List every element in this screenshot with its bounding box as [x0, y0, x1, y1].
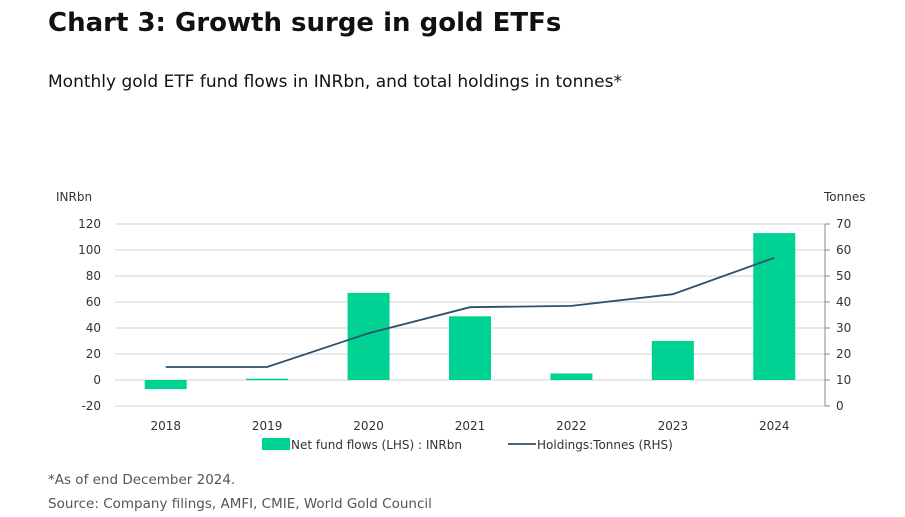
bar-net-fund-flows	[550, 373, 593, 380]
x-tick-label: 2022	[556, 419, 587, 433]
bar-net-fund-flows	[144, 380, 187, 390]
legend-bar-label: Net fund flows (LHS) : INRbn	[291, 438, 462, 452]
legend-bar-swatch	[262, 438, 290, 450]
y-left-tick-label: 20	[86, 347, 101, 361]
y-left-tick-label: 0	[93, 373, 101, 387]
y-left-tick-label: 60	[86, 295, 101, 309]
y-right-tick-label: 50	[836, 269, 851, 283]
bar-net-fund-flows	[753, 233, 796, 380]
source-note: Source: Company filings, AMFI, CMIE, Wor…	[48, 496, 432, 512]
bar-net-fund-flows	[246, 378, 289, 381]
y-right-tick-label: 30	[836, 321, 851, 335]
y-left-tick-label: 120	[78, 217, 101, 231]
y-right-tick-label: 10	[836, 373, 851, 387]
x-tick-label: 2018	[150, 419, 181, 433]
y-left-tick-label: 40	[86, 321, 101, 335]
bar-net-fund-flows	[651, 341, 694, 380]
y-right-tick-label: 70	[836, 217, 851, 231]
y-right-tick-label: 40	[836, 295, 851, 309]
y-left-tick-label: 80	[86, 269, 101, 283]
bar-net-fund-flows	[449, 316, 491, 380]
y-left-tick-label: 100	[78, 243, 101, 257]
x-tick-label: 2020	[353, 419, 384, 433]
y-right-tick-label: 0	[836, 399, 844, 413]
line-holdings-tonnes	[165, 256, 775, 368]
y-right-tick-label: 60	[836, 243, 851, 257]
y-left-axis-label: INRbn	[56, 190, 92, 204]
chart-subtitle: Monthly gold ETF fund flows in INRbn, an…	[48, 72, 622, 92]
y-left-tick-label: -20	[81, 399, 101, 413]
footnote: *As of end December 2024.	[48, 472, 236, 488]
x-tick-label: 2021	[455, 419, 486, 433]
x-tick-label: 2024	[759, 419, 790, 433]
chart-title: Chart 3: Growth surge in gold ETFs	[48, 8, 562, 38]
y-right-tick-label: 20	[836, 347, 851, 361]
x-tick-label: 2019	[252, 419, 283, 433]
bar-net-fund-flows	[347, 292, 390, 380]
x-tick-label: 2023	[658, 419, 689, 433]
y-right-axis-label: Tonnes	[823, 190, 865, 204]
legend-line-label: Holdings:Tonnes (RHS)	[537, 438, 673, 452]
